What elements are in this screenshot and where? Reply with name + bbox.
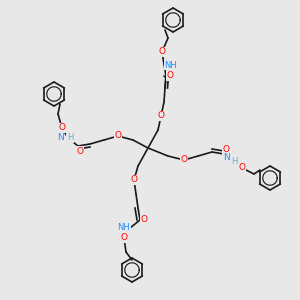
Text: O: O xyxy=(158,47,166,56)
Text: O: O xyxy=(76,146,83,155)
Text: O: O xyxy=(158,112,164,121)
Text: O: O xyxy=(181,155,188,164)
Text: NH: NH xyxy=(164,61,177,70)
Text: N: N xyxy=(57,133,63,142)
Text: O: O xyxy=(167,71,173,80)
Text: O: O xyxy=(130,176,137,184)
Text: H: H xyxy=(67,134,73,142)
Text: O: O xyxy=(115,131,122,140)
Text: O: O xyxy=(238,164,245,172)
Text: O: O xyxy=(223,145,230,154)
Text: O: O xyxy=(58,124,65,133)
Text: H: H xyxy=(231,158,237,166)
Text: O: O xyxy=(140,215,148,224)
Text: NH: NH xyxy=(118,224,130,232)
Text: N: N xyxy=(223,154,230,163)
Text: O: O xyxy=(121,233,128,242)
